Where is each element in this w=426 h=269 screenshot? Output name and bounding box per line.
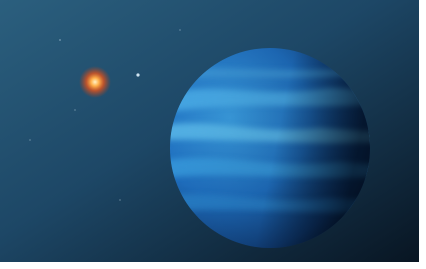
space-scene [0, 0, 426, 269]
red-star [79, 66, 111, 98]
page [0, 0, 426, 269]
